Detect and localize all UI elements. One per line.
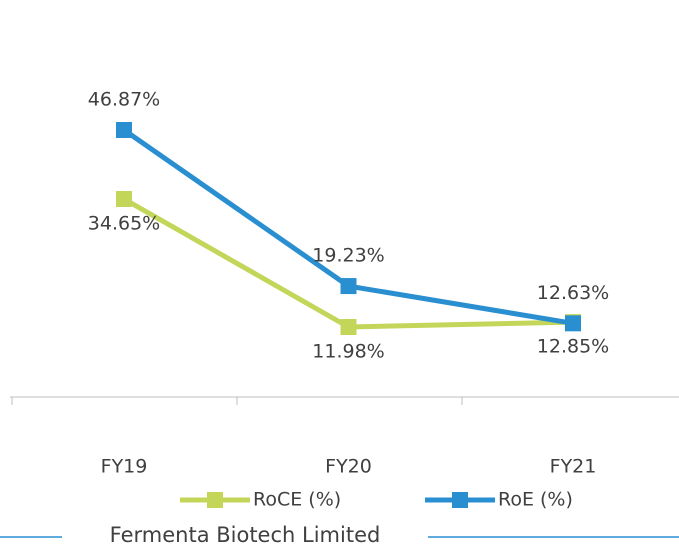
point-marker [116, 122, 132, 138]
footer: Fermenta Biotech Limited [110, 523, 381, 547]
point-marker [565, 315, 581, 332]
legend-marker [452, 492, 468, 508]
x-tick-label: FY19 [101, 456, 148, 478]
legend-label: RoE (%) [498, 489, 573, 511]
data-label: 12.63% [537, 282, 609, 304]
legend-marker [207, 492, 223, 508]
series-line [122, 127, 574, 326]
data-label: 11.98% [312, 341, 384, 363]
x-tick-label: FY20 [325, 456, 372, 478]
point-marker [116, 190, 132, 207]
legend-label: RoCE (%) [253, 489, 341, 511]
point-marker [340, 319, 357, 335]
x-tick-label: FY21 [550, 456, 597, 478]
data-label: 19.23% [312, 245, 384, 267]
data-label: 12.85% [537, 336, 609, 358]
data-label: 34.65% [88, 212, 160, 234]
data-label: 46.87% [88, 89, 160, 111]
point-marker [340, 278, 357, 295]
